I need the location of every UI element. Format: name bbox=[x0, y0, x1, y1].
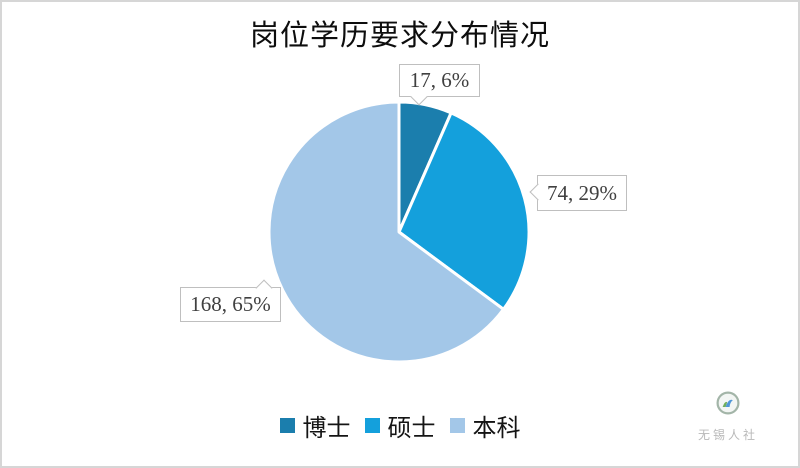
legend-label-bachelor: 本科 bbox=[472, 415, 521, 442]
legend: 博士 硕士 本科 bbox=[2, 408, 798, 443]
watermark-logo-icon bbox=[716, 391, 740, 415]
pie-slice-本科 bbox=[267, 100, 506, 364]
data-label-callout-master: 74, 29% bbox=[529, 175, 627, 211]
data-label-text: 74, 29% bbox=[547, 180, 617, 205]
legend-swatch-master bbox=[364, 418, 380, 433]
legend-item-bachelor: 本科 bbox=[449, 408, 521, 443]
legend-item-master: 硕士 bbox=[364, 408, 436, 443]
legend-label-phd: 博士 bbox=[302, 415, 351, 442]
data-label-text: 168, 65% bbox=[190, 292, 271, 316]
legend-item-phd: 博士 bbox=[279, 408, 351, 443]
watermark-text: 无锡人社 bbox=[697, 428, 758, 442]
legend-swatch-phd bbox=[279, 418, 295, 433]
legend-label-master: 硕士 bbox=[387, 415, 436, 442]
data-label-callout-bachelor: 168, 65% bbox=[180, 279, 281, 322]
data-label-callout-phd: 17, 6% bbox=[399, 64, 480, 105]
chart-title: 岗位学历要求分布情况 bbox=[249, 20, 550, 52]
pie-slice-硕士 bbox=[397, 111, 531, 311]
watermark: 无锡人社 bbox=[682, 391, 774, 443]
legend-swatch-bachelor bbox=[449, 418, 465, 433]
data-label-text: 17, 6% bbox=[409, 68, 470, 92]
